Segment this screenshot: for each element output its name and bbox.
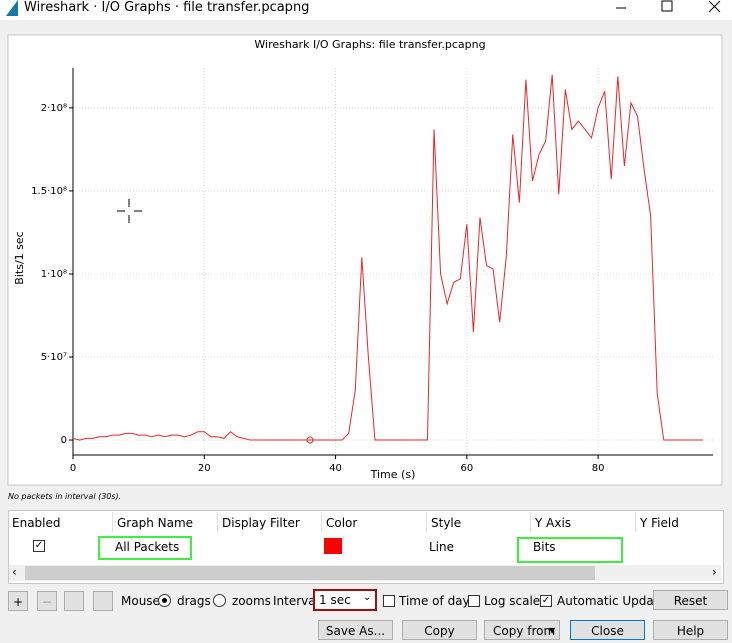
chart: Wireshark I/O Graphs: file transfer.pcap… [7,34,723,486]
highlight-box [517,537,623,563]
column-separator [530,512,531,532]
log-scale-label[interactable]: Log scale [484,594,541,608]
time-of-day-checkbox[interactable] [383,595,395,607]
column-separator [112,512,113,532]
column-separator [426,512,427,532]
enabled-checkbox[interactable]: ✓ [33,540,45,552]
graph-name[interactable]: All Packets [115,540,180,554]
zooms-label[interactable]: zooms [232,594,271,608]
remove-button[interactable]: − [37,591,57,611]
scroll-right[interactable]: › [712,565,717,579]
app-icon [6,0,18,16]
y-tick-label: 5·10⁷ [41,352,67,363]
column-header[interactable]: Color [326,516,358,530]
log-scale-checkbox[interactable] [468,595,480,607]
column-separator [635,512,636,532]
column-separator [217,512,218,532]
add-button[interactable]: + [8,591,28,611]
x-tick-label: 0 [70,463,76,474]
copy-button[interactable]: Copy [402,620,477,640]
dropdown-arrow[interactable]: ⌄ [363,592,372,603]
chart-title: Wireshark I/O Graphs: file transfer.pcap… [254,38,485,51]
style-cell[interactable]: Line [429,540,455,554]
help-button[interactable]: Help [653,620,728,640]
color-swatch[interactable] [324,538,342,554]
column-header[interactable]: Enabled [12,516,61,530]
y-tick-label: 0 [61,435,67,446]
cursor [117,199,142,223]
status-text: No packets in interval (30s). [8,492,122,501]
y-axis-label: Bits/1 sec [13,231,26,284]
x-tick-label: 20 [198,463,211,474]
x-axis-label: Time (s) [370,468,416,481]
y-tick-label: 1.5·10⁸ [31,186,67,197]
x-tick-label: 40 [329,463,342,474]
scrollbar-thumb[interactable] [25,566,595,580]
reset-button[interactable]: Reset [653,590,728,610]
copy-graph-button[interactable] [64,591,84,611]
x-tick-label: 60 [460,463,473,474]
x-tick-label: 80 [592,463,605,474]
column-header[interactable]: Y Axis [535,516,572,530]
column-header[interactable]: Display Filter [222,516,300,530]
highlight-box [98,536,192,560]
clear-button[interactable] [93,591,113,611]
copy-from-label[interactable]: Copy from [493,624,556,638]
plot-background [7,34,723,486]
interval-marker [306,436,314,444]
drags-radio[interactable] [158,594,171,607]
automatic-update-label[interactable]: Automatic Update [557,594,666,608]
save-as-button[interactable]: Save As... [318,620,393,640]
y-tick-label: 1·10⁸ [41,269,67,280]
window-buttons[interactable] [610,0,732,16]
close-button[interactable]: Close [570,620,645,640]
mouse-label: Mouse [121,594,160,608]
zooms-radio[interactable] [213,594,226,607]
drags-label[interactable]: drags [177,594,211,608]
title-bar: Wireshark · I/O Graphs · file transfer.p… [0,0,732,20]
dropdown-arrow[interactable]: ▼ [549,626,556,635]
interval-label: Interval [273,594,319,608]
time-of-day-label[interactable]: Time of day [399,594,470,608]
interval-select[interactable]: 1 sec ⌄ [313,589,377,611]
interval-value[interactable]: 1 sec [319,593,351,607]
column-separator [321,512,322,532]
data-line [72,74,704,441]
copy-from-button[interactable]: Copy from ▼ [484,620,560,640]
y-axis-cell[interactable]: Bits [533,540,556,554]
window-title: Wireshark · I/O Graphs · file transfer.p… [24,0,310,15]
column-header[interactable]: Style [431,516,462,530]
column-header[interactable]: Graph Name [117,516,194,530]
automatic-update-checkbox[interactable]: ✓ [540,595,552,607]
column-header[interactable]: Y Field [640,516,679,530]
y-tick-label: 2·10⁸ [41,103,67,114]
scroll-left[interactable]: ‹ [12,565,17,579]
horizontal-scrollbar[interactable]: ‹ › [9,565,721,581]
